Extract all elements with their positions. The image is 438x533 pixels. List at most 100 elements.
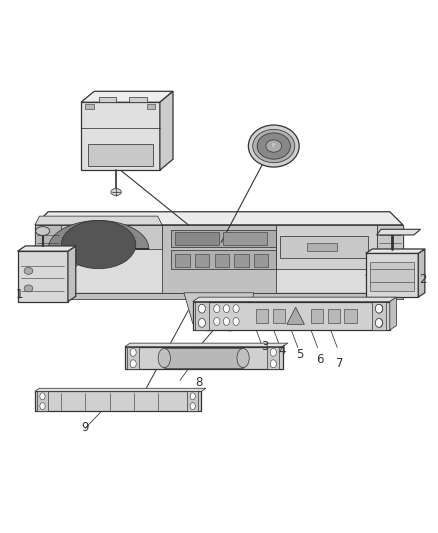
Ellipse shape [237,349,249,368]
Polygon shape [68,246,76,302]
Polygon shape [18,251,68,302]
Text: 2: 2 [419,273,427,286]
Polygon shape [162,225,276,293]
Ellipse shape [214,318,220,326]
Polygon shape [267,346,279,369]
Bar [280,236,368,258]
Bar [147,103,155,109]
Bar [175,232,219,246]
Bar [171,230,276,247]
Polygon shape [35,216,162,225]
Polygon shape [366,253,418,297]
Polygon shape [287,307,304,324]
Polygon shape [35,293,403,300]
Ellipse shape [376,304,383,313]
Ellipse shape [190,402,195,410]
Text: 3: 3 [261,340,268,353]
Ellipse shape [253,130,295,163]
Ellipse shape [40,402,45,410]
Ellipse shape [111,189,121,196]
Ellipse shape [130,360,136,368]
Text: 7: 7 [336,357,343,370]
Polygon shape [35,225,403,293]
Ellipse shape [130,349,136,356]
Text: 1: 1 [16,288,24,302]
Ellipse shape [214,305,220,312]
Bar [99,97,116,102]
Ellipse shape [270,349,276,356]
Ellipse shape [24,285,33,292]
Bar [254,254,268,267]
Bar [195,254,209,267]
Bar [370,262,414,290]
Ellipse shape [24,268,33,274]
Ellipse shape [35,227,49,236]
Bar [215,254,229,267]
Polygon shape [125,346,283,369]
Text: 6: 6 [316,353,324,366]
Text: 8: 8 [196,376,203,389]
Bar [256,309,268,323]
Polygon shape [418,249,425,297]
Polygon shape [187,391,198,411]
Polygon shape [35,212,403,225]
Text: 9: 9 [81,421,89,434]
Bar [311,309,323,323]
Bar [344,309,357,323]
Ellipse shape [376,319,383,327]
Ellipse shape [223,305,230,312]
Ellipse shape [223,318,230,326]
Ellipse shape [248,125,299,167]
Ellipse shape [40,393,45,400]
Ellipse shape [158,349,170,368]
Ellipse shape [190,393,195,400]
Ellipse shape [233,318,239,326]
Polygon shape [35,388,206,391]
Polygon shape [127,346,139,369]
Bar [129,97,147,102]
Bar [171,251,276,269]
Text: 4: 4 [279,344,286,357]
Polygon shape [372,302,386,330]
Bar [234,254,249,267]
Polygon shape [48,221,149,249]
Ellipse shape [61,221,136,269]
Ellipse shape [200,320,216,331]
Polygon shape [160,91,173,170]
Polygon shape [390,297,396,330]
Polygon shape [377,229,420,235]
Polygon shape [35,225,61,293]
Polygon shape [184,293,254,324]
Polygon shape [276,225,377,269]
Polygon shape [18,246,76,251]
Ellipse shape [198,319,205,327]
Text: V: V [272,143,275,154]
Polygon shape [81,91,173,102]
Text: 5: 5 [297,349,304,361]
Polygon shape [35,391,201,411]
Bar [88,144,153,166]
Bar [273,309,285,323]
Polygon shape [366,249,425,253]
Polygon shape [35,225,162,249]
Bar [223,232,267,246]
Ellipse shape [375,319,382,327]
Bar [307,243,337,251]
Bar [85,103,94,109]
Ellipse shape [266,140,282,152]
Ellipse shape [375,304,382,313]
Ellipse shape [257,133,290,159]
Bar [164,349,243,368]
Polygon shape [125,343,288,346]
Ellipse shape [270,360,276,368]
Ellipse shape [198,304,205,313]
Polygon shape [193,297,396,302]
Bar [328,309,340,323]
Ellipse shape [233,305,239,312]
Bar [175,254,190,267]
Ellipse shape [222,320,238,331]
Polygon shape [193,302,390,330]
Polygon shape [37,391,48,411]
Polygon shape [195,302,209,330]
Polygon shape [377,225,403,293]
